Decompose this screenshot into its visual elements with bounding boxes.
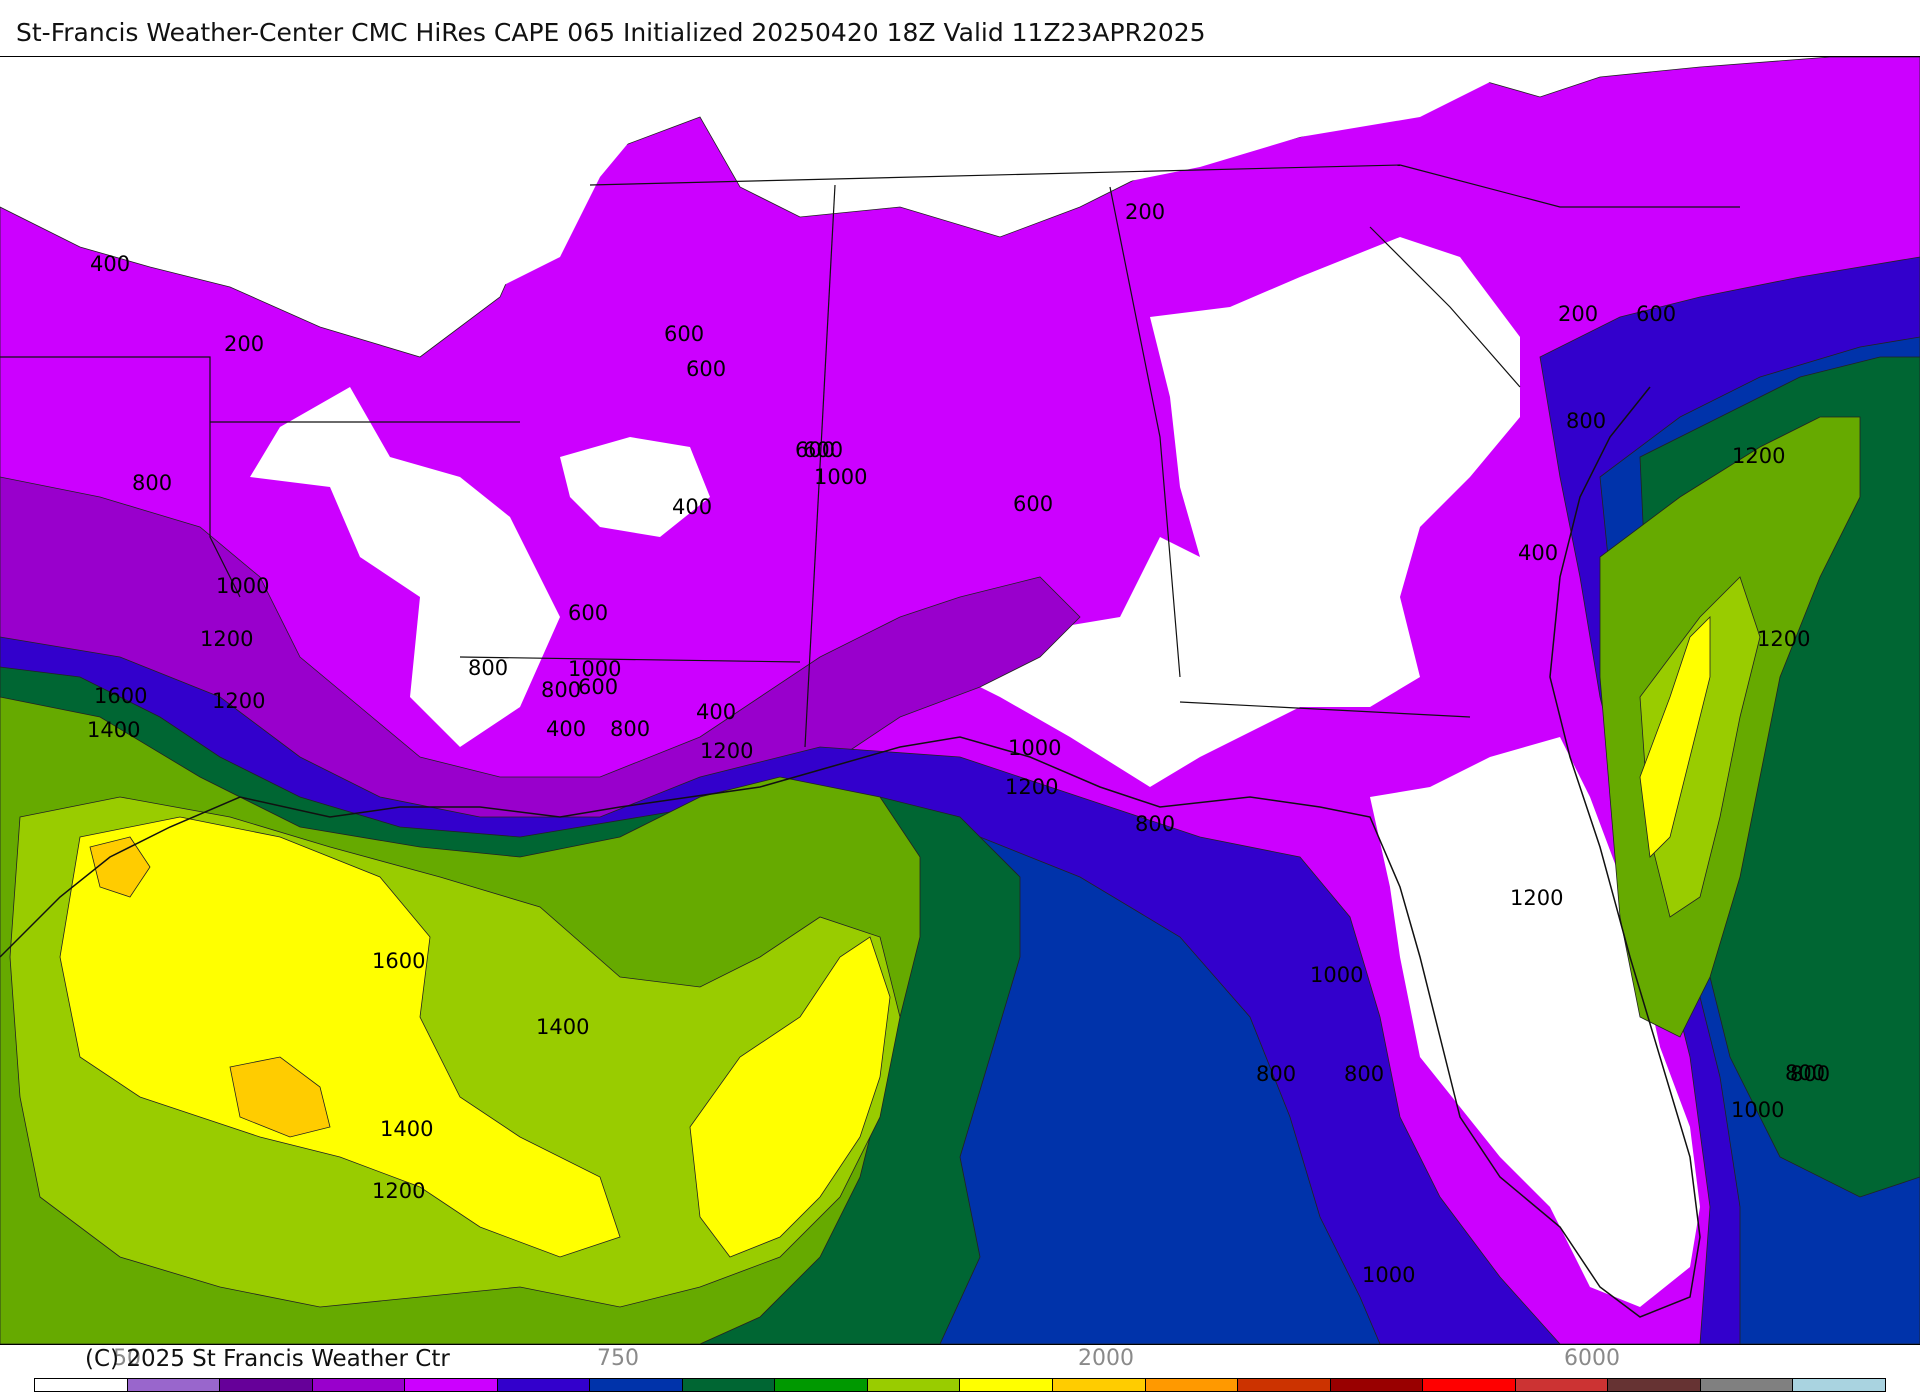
cape-shade-1600 [59,816,621,1258]
cape-shade-1800 [229,1056,331,1138]
contour-label: 1200 [1732,444,1785,468]
colorbar-swatch [220,1379,313,1391]
contour-label: 1200 [1510,886,1563,910]
contour-label: 600 [1013,492,1053,516]
cape-shade-1800-coast [89,836,151,898]
contour-label: 600 [578,675,618,699]
contour-label: 1200 [1005,775,1058,799]
contour-label: 1400 [536,1015,589,1039]
colorbar-swatch [775,1379,868,1391]
colorbar-tick: 50 [113,1346,141,1371]
colorbar-swatch [1515,1379,1609,1391]
contour-label: 1200 [700,739,753,763]
colorbar-swatch [1423,1379,1516,1391]
colorbar-swatch [1238,1379,1331,1391]
colorbar-swatch [1793,1379,1885,1391]
contour-label: 600 [803,438,843,462]
contour-label: 1600 [94,684,147,708]
colorbar-swatch [1700,1379,1794,1391]
contour-label: 800 [1790,1062,1830,1086]
contour-label: 1000 [1310,963,1363,987]
colorbar-swatch [682,1379,776,1391]
border-sc-ga [1369,226,1521,388]
cape-free-region-alabama-georgia [960,237,1520,787]
colorbar-swatch [35,1379,128,1391]
contour-label: 1600 [372,949,425,973]
colorbar-tick: 750 [597,1346,639,1371]
contour-label: 1000 [1362,1263,1415,1287]
contour-label: 400 [546,717,586,741]
border-ms-al [804,184,836,748]
contour-label: 600 [664,322,704,346]
colorbar [34,1378,1886,1392]
map-title: St-Francis Weather-Center CMC HiRes CAPE… [16,18,1206,47]
contour-label: 600 [686,357,726,381]
contour-label: 1000 [1731,1098,1784,1122]
border-fl-ga [1179,701,1471,718]
contour-label: 1000 [216,574,269,598]
contour-label: 800 [1785,1061,1825,1085]
colorbar-swatch [867,1379,961,1391]
colorbar-swatch [1145,1379,1239,1391]
border-ms-la [459,656,801,663]
colorbar-swatch [312,1379,406,1391]
contour-label: 1200 [372,1179,425,1203]
cape-map: 400 200 600 800 1000 1200 1600 1400 1200 1600 1400… [0,56,1920,1345]
contour-label: 800 [1256,1062,1296,1086]
copyright-text: (C) 2025 St Francis Weather Ctr [85,1346,450,1372]
contour-label: 800 [610,717,650,741]
border-nc-sc [1399,164,1740,208]
contour-label: 1000 [1008,736,1061,760]
contour-label: 800 [1566,409,1606,433]
contour-label: 800 [132,471,172,495]
cape-free-region-northwest [0,87,650,327]
contour-label: 800 [541,678,581,702]
contour-label: 600 [795,438,835,462]
colorbar-swatch [405,1379,498,1391]
contour-label: 400 [696,700,736,724]
state-borders [0,164,1740,748]
colorbar-swatch [1330,1379,1424,1391]
contour-label: 1000 [568,657,621,681]
border-tn [589,164,1401,186]
contour-label: 400 [672,495,712,519]
cape-free-region-mississippi [560,437,710,537]
contour-label: 1200 [212,689,265,713]
contour-label: 200 [1125,200,1165,224]
contour-label: 800 [468,656,508,680]
colorbar-swatch [1608,1379,1701,1391]
contour-label: 1000 [814,465,867,489]
border-ok-tx [0,356,241,598]
contour-label: 400 [90,252,130,276]
contour-label: 1200 [200,627,253,651]
contour-label: 800 [1135,812,1175,836]
colorbar-swatch [960,1379,1054,1391]
contour-label: 600 [568,601,608,625]
colorbar-swatch [127,1379,221,1391]
contour-label: 1400 [87,718,140,742]
colorbar-swatch [497,1379,591,1391]
contour-label: 1200 [1757,627,1810,651]
contour-label: 400 [1518,541,1558,565]
colorbar-swatch [1053,1379,1146,1391]
contour-label: 1400 [380,1117,433,1141]
contour-label: 200 [1558,302,1598,326]
contour-label: 800 [1344,1062,1384,1086]
contour-label: 600 [1636,302,1676,326]
cape-shade-1600-gulf [689,936,891,1258]
colorbar-tick: 6000 [1564,1346,1620,1371]
cape-shade-1600-atlantic [1639,616,1711,858]
colorbar-tick: 2000 [1078,1346,1134,1371]
contour-label: 200 [224,332,264,356]
colorbar-tick-labels: 50 750 2000 6000 [0,1346,1920,1372]
gulf-coastline [0,386,1701,1318]
border-al-ga [1109,186,1181,678]
colorbar-swatch [590,1379,683,1391]
